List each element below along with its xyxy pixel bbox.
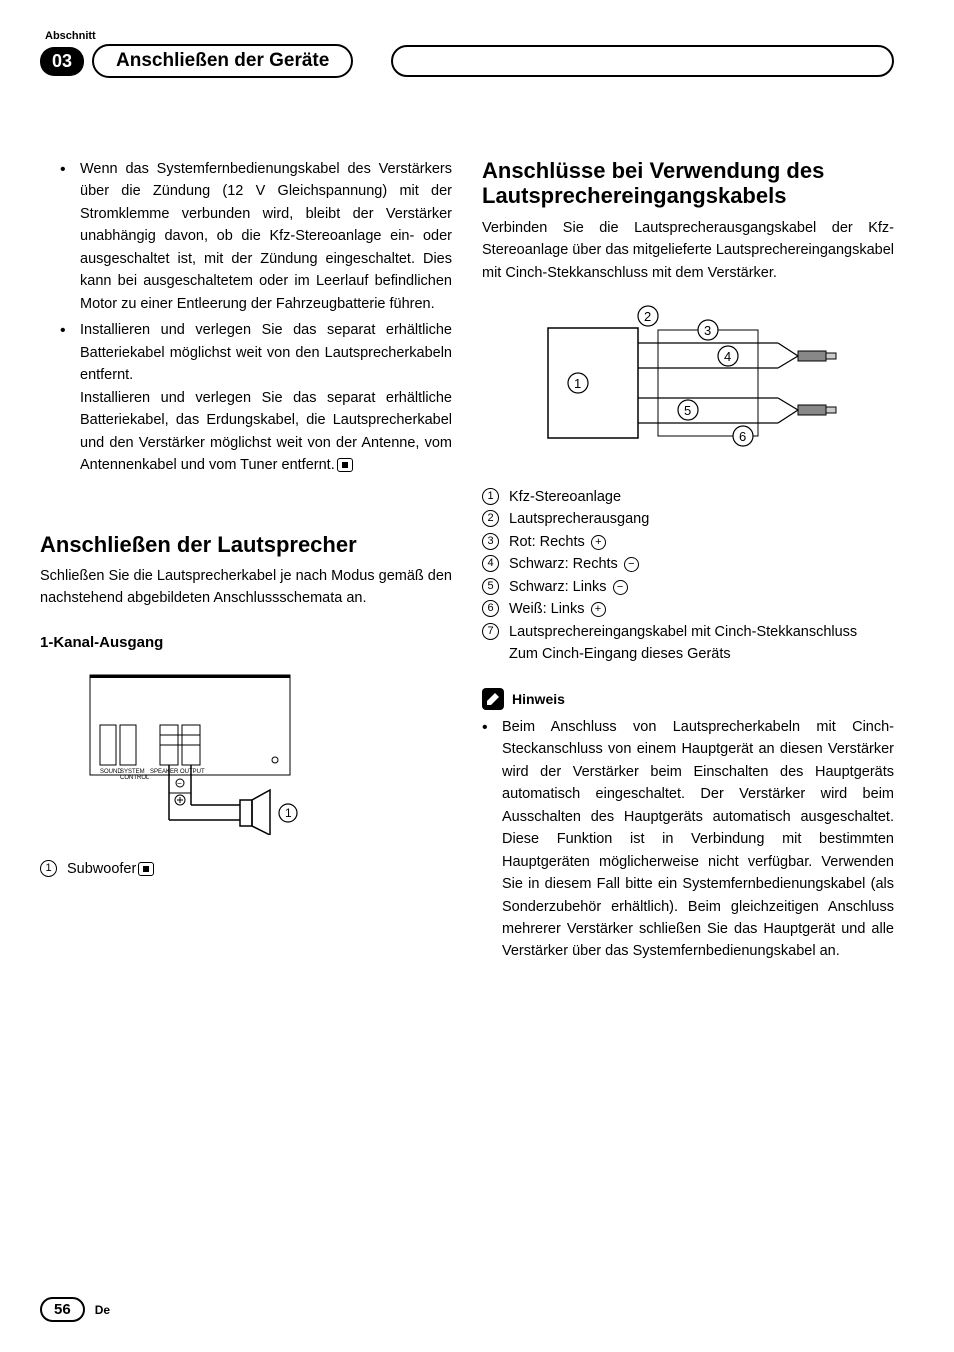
- abschnitt-label: Abschnitt: [45, 30, 894, 42]
- circled-number-icon: 5: [482, 578, 499, 595]
- speakers-heading: Anschließen der Lautsprecher: [40, 532, 452, 557]
- one-channel-diagram: SOUND SYSTEM CONTROL SPEAKER OUTPUT −: [80, 665, 340, 835]
- content-columns: Wenn das Systemfernbedienungskabel des V…: [40, 158, 894, 967]
- legend-label: Lautsprecherausgang: [509, 508, 894, 530]
- circled-number-icon: 2: [482, 510, 499, 527]
- svg-text:4: 4: [724, 349, 731, 364]
- legend-item: 6 Weiß: Links +: [482, 598, 894, 620]
- legend-item: 3 Rot: Rechts +: [482, 531, 894, 553]
- bullet-item: Installieren und verlegen Sie das separa…: [60, 319, 452, 476]
- section-number-badge: 03: [40, 47, 84, 76]
- end-section-icon: [337, 458, 353, 472]
- cable-diagram: 1 2 3 4 5 6: [518, 298, 858, 468]
- svg-text:1: 1: [574, 376, 581, 391]
- legend-item: 1 Kfz-Stereoanlage: [482, 486, 894, 508]
- svg-text:6: 6: [739, 429, 746, 444]
- legend-item: 4 Schwarz: Rechts −: [482, 553, 894, 575]
- legend-item: 2 Lautsprecherausgang: [482, 508, 894, 530]
- circled-number-icon: 3: [482, 533, 499, 550]
- legend-label: Weiß: Links +: [509, 598, 894, 620]
- one-channel-heading: 1-Kanal-Ausgang: [40, 634, 452, 651]
- cable-legend-list: 1 Kfz-Stereoanlage 2 Lautsprecherausgang 3 Ro…: [482, 486, 894, 666]
- svg-text:CONTROL: CONTROL: [120, 775, 150, 781]
- svg-text:1: 1: [285, 806, 292, 820]
- plus-icon: +: [591, 535, 606, 550]
- circled-number-icon: 7: [482, 623, 499, 640]
- page-number: 56: [40, 1297, 85, 1322]
- hinweis-text: Beim Anschluss von Lautsprecherkabeln mi…: [502, 719, 894, 960]
- hinweis-list: Beim Anschluss von Lautsprecherkabeln mi…: [482, 716, 894, 963]
- cable-body: Verbinden Sie die Lautsprecherausgangska…: [482, 217, 894, 284]
- circled-number-icon: 4: [482, 555, 499, 572]
- svg-text:SPEAKER OUTPUT: SPEAKER OUTPUT: [150, 769, 205, 775]
- minus-icon: −: [624, 557, 639, 572]
- ignition-warning-list: Wenn das Systemfernbedienungskabel des V…: [60, 158, 452, 477]
- svg-text:2: 2: [644, 309, 651, 324]
- section-title: Anschließen der Geräte: [92, 44, 353, 78]
- legend-label: Kfz-Stereoanlage: [509, 486, 894, 508]
- circled-number-icon: 1: [482, 488, 499, 505]
- svg-text:3: 3: [704, 323, 711, 338]
- svg-text:−: −: [177, 779, 182, 788]
- header-row: 03 Anschließen der Geräte: [40, 44, 894, 78]
- page-header: Abschnitt 03 Anschließen der Geräte: [40, 30, 894, 78]
- legend-item: 7 Lautsprechereingangskabel mit Cinch-Ste…: [482, 621, 894, 666]
- left-column: Wenn das Systemfernbedienungskabel des V…: [40, 158, 452, 967]
- minus-icon: −: [613, 580, 628, 595]
- circled-number-icon: 6: [482, 600, 499, 617]
- svg-text:5: 5: [684, 403, 691, 418]
- speakers-body: Schließen Sie die Lautsprecherkabel je n…: [40, 565, 452, 610]
- hinweis-label: Hinweis: [512, 691, 565, 707]
- bullet-text: Wenn das Systemfernbedienungskabel des V…: [80, 161, 452, 312]
- legend-label: Schwarz: Rechts −: [509, 553, 894, 575]
- hinweis-header: Hinweis: [482, 688, 894, 710]
- end-section-icon: [138, 862, 154, 876]
- legend-item: 1 Subwoofer: [40, 858, 452, 880]
- cable-heading: Anschlüsse bei Verwendung des Lautsprech…: [482, 158, 894, 209]
- empty-header-pill: [391, 45, 894, 77]
- hinweis-item: Beim Anschluss von Lautsprecherkabeln mi…: [482, 716, 894, 963]
- legend-label: Schwarz: Links −: [509, 576, 894, 598]
- bullet-text: Installieren und verlegen Sie das separa…: [80, 322, 452, 473]
- subwoofer-legend: 1 Subwoofer: [40, 858, 452, 880]
- legend-label: Lautsprechereingangskabel mit Cinch-Stek…: [509, 621, 894, 666]
- legend-item: 5 Schwarz: Links −: [482, 576, 894, 598]
- legend-label: Subwoofer: [67, 861, 136, 877]
- note-icon: [482, 688, 504, 710]
- right-column: Anschlüsse bei Verwendung des Lautsprech…: [482, 158, 894, 967]
- language-code: De: [95, 1303, 110, 1317]
- page-footer: 56 De: [40, 1297, 110, 1322]
- bullet-item: Wenn das Systemfernbedienungskabel des V…: [60, 158, 452, 315]
- plus-icon: +: [591, 602, 606, 617]
- svg-text:SOUND: SOUND: [100, 769, 122, 775]
- circled-number-icon: 1: [40, 860, 57, 877]
- legend-label: Rot: Rechts +: [509, 531, 894, 553]
